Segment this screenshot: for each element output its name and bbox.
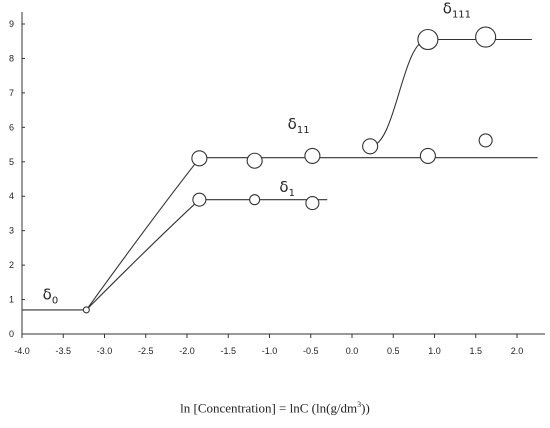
x-tick-label: -3.5 (55, 346, 71, 356)
delta-1-label: δ1 (279, 178, 295, 199)
delta-111-label: δ111 (443, 0, 471, 21)
delta111-rise-line (370, 38, 428, 147)
y-tick-label: 7 (9, 88, 14, 98)
data-point (246, 152, 263, 169)
x-tick-label: -1.5 (220, 346, 236, 356)
y-tick-label: 9 (9, 19, 14, 29)
y-tick-label: 8 (9, 53, 14, 63)
x-tick-label: -2.0 (179, 346, 195, 356)
y-tick-label: 6 (9, 122, 14, 132)
delta-0-label: δ0 (43, 286, 59, 307)
data-point (192, 192, 207, 207)
x-tick-label: -4.0 (14, 346, 30, 356)
data-point (82, 306, 90, 314)
data-point (362, 138, 379, 155)
data-point (417, 28, 439, 51)
data-point (478, 133, 493, 148)
delta-11-label: δ11 (288, 115, 310, 136)
y-tick-label: 5 (9, 157, 14, 167)
data-point (249, 194, 261, 206)
x-tick-label: 0.5 (387, 346, 400, 356)
delta11-rise-line (85, 157, 200, 311)
y-tick-label: 1 (9, 295, 14, 305)
x-tick-label: -3.0 (97, 346, 113, 356)
x-axis-label: ln [Concentration] = lnC (ln(g/dm3)) (0, 400, 550, 416)
y-tick-label: 2 (9, 260, 14, 270)
data-point (305, 196, 320, 211)
x-tick-label: 2.0 (511, 346, 524, 356)
data-points (82, 26, 497, 314)
x-axis-label-superscript: 3 (357, 400, 362, 409)
x-axis-label-main: ln [Concentration] = lnC (ln(g/dm (180, 400, 358, 416)
y-tick-label: 4 (9, 191, 14, 201)
x-axis-label-tail: )) (361, 400, 370, 416)
x-tick-label: -0.5 (303, 346, 319, 356)
x-tick-label: 1.0 (428, 346, 441, 356)
x-tick-label: -2.5 (138, 346, 154, 356)
data-point (191, 150, 208, 167)
x-tick-label: 1.5 (469, 346, 482, 356)
delta1-rise-line (85, 199, 200, 311)
annotations: δ0 δ1 δ11 δ111 (43, 0, 471, 307)
chart: 0 1 2 3 4 5 6 7 8 9 -4.0 -3.5 -3.0 -2.5 -2.0 -1.5 -1.0 -0… (9, 0, 545, 356)
data-point (475, 26, 497, 48)
data-point (419, 147, 436, 164)
series-lines (22, 38, 538, 311)
data-point (304, 147, 321, 164)
x-tick-label: -1.0 (262, 346, 278, 356)
y-tick-label: 3 (9, 226, 14, 236)
axes: 0 1 2 3 4 5 6 7 8 9 -4.0 -3.5 -3.0 -2.5 -2.0 -1.5 -1.0 -0… (9, 12, 545, 356)
y-tick-label: 0 (9, 329, 14, 339)
x-tick-label: 0.0 (346, 346, 359, 356)
